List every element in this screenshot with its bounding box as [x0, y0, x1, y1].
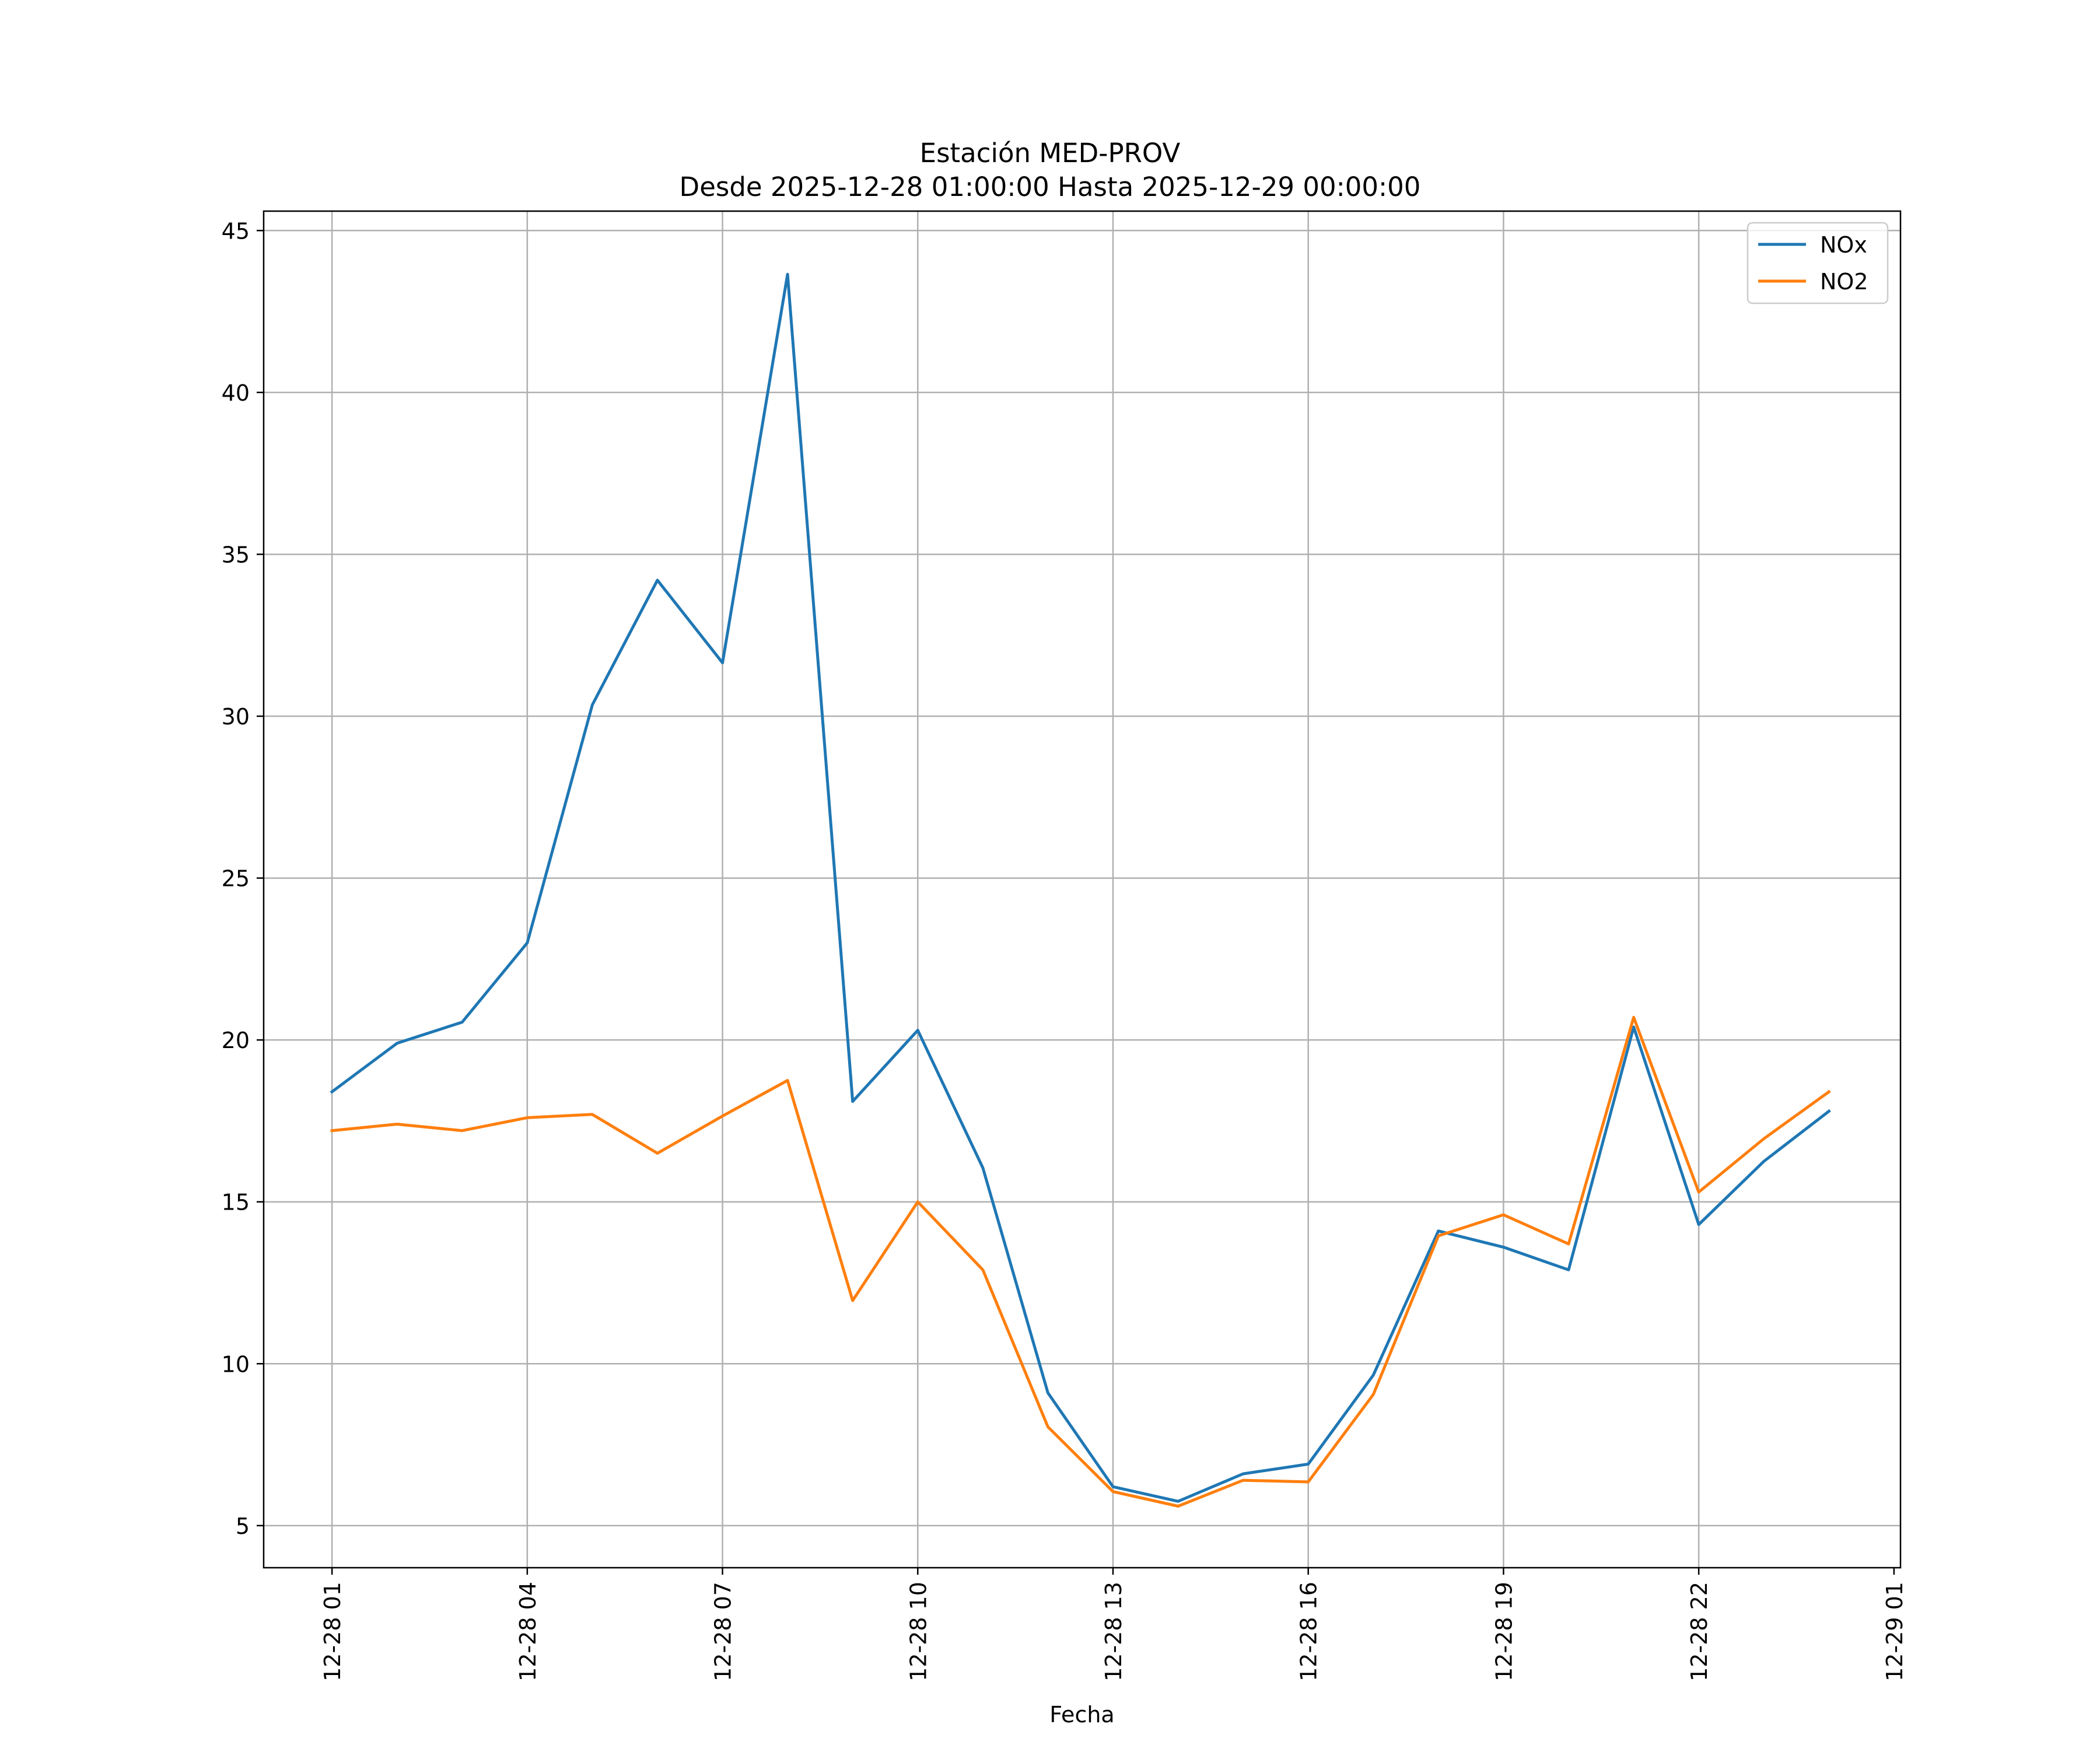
y-tick-label: 15: [222, 1190, 250, 1215]
y-tick-label: 35: [222, 542, 250, 567]
grid: [264, 211, 1901, 1568]
x-tick-label: 12-28 10: [905, 1582, 931, 1681]
x-tick-label: 12-29 01: [1882, 1582, 1908, 1681]
series-lines: [330, 272, 1831, 1508]
x-tick-label: 12-28 19: [1491, 1582, 1517, 1681]
x-tick-label: 12-28 01: [320, 1582, 345, 1681]
y-tick-label: 30: [222, 704, 250, 730]
x-tick-label: 12-28 04: [515, 1582, 541, 1681]
x-axis-label: Fecha: [1049, 1702, 1114, 1728]
y-tick-label: 25: [222, 866, 250, 892]
x-tick-label: 12-28 13: [1101, 1582, 1126, 1681]
legend: NOx NO2: [1746, 222, 1889, 304]
series-line-no2: [330, 1015, 1831, 1508]
x-tick-label: 12-28 16: [1296, 1582, 1322, 1681]
chart-title: Estación MED-PROV: [920, 138, 1181, 169]
y-tick-label: 45: [222, 218, 250, 244]
y-tick-label: 10: [222, 1351, 250, 1377]
series-line-nox: [330, 272, 1831, 1503]
axis-ticks: 5 10 15 20 25 30 35 40 45 12-28 01 12-28 04 12-28 0…: [222, 218, 1908, 1681]
x-tick-label: 12-28 07: [710, 1582, 736, 1681]
x-tick-label: 12-28 22: [1686, 1582, 1712, 1681]
chart-subtitle: Desde 2025-12-28 01:00:00 Hasta 2025-12-…: [680, 171, 1421, 202]
plot-area-frame: [262, 210, 1902, 1569]
legend-label-no2: NO2: [1820, 269, 1868, 295]
y-tick-label: 20: [222, 1028, 250, 1053]
y-tick-label: 40: [222, 380, 250, 406]
legend-label-nox: NOx: [1820, 232, 1867, 258]
y-tick-label: 5: [236, 1513, 250, 1539]
